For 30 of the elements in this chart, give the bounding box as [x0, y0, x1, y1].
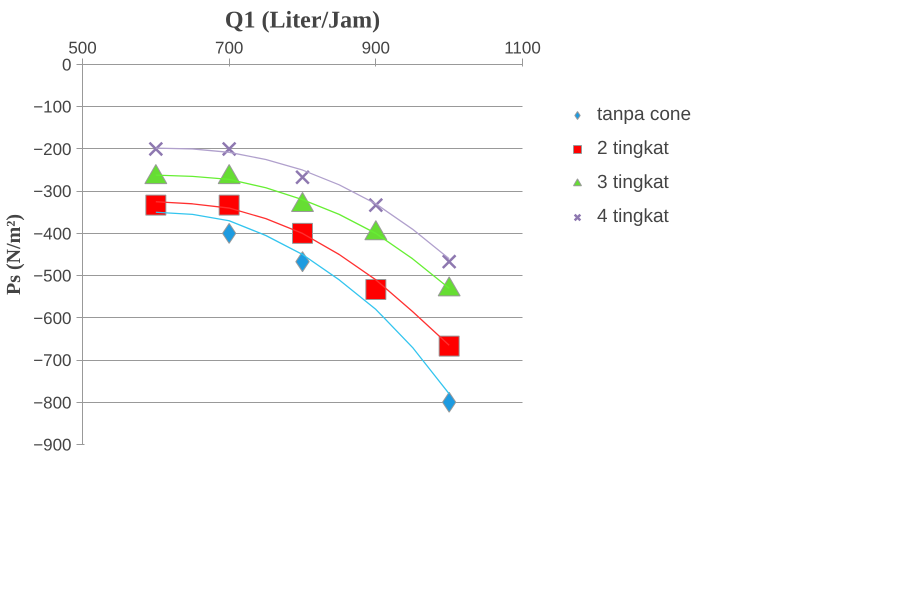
- point: [294, 170, 310, 185]
- x-tick-label: 1100: [504, 38, 541, 58]
- point: [365, 279, 386, 300]
- y-tick-label: −600: [33, 308, 72, 328]
- x-tick-label: 500: [68, 38, 97, 58]
- point: [442, 254, 457, 270]
- point: [292, 222, 313, 244]
- point: [148, 141, 164, 157]
- y-tick-label: −400: [33, 224, 72, 244]
- x-tick-label: 700: [214, 38, 244, 58]
- point: [222, 141, 237, 157]
- point: [438, 336, 460, 357]
- x-tick-label: 900: [362, 38, 390, 58]
- chart-title: Q1 (Liter/Jam): [224, 8, 380, 34]
- y-tick-label: −100: [33, 98, 72, 117]
- legend-label: 2 tingkat: [597, 138, 669, 160]
- y-tick-label: −800: [33, 393, 72, 412]
- y-axis-title: Ps (N/m²): [3, 214, 26, 295]
- legend-label: 4 tingkat: [597, 206, 669, 228]
- y-tick-label: 0: [62, 56, 72, 74]
- y-tick-label: −900: [33, 436, 72, 454]
- point: [218, 194, 240, 216]
- y-tick-label: −500: [33, 266, 72, 286]
- y-tick-label: −300: [33, 182, 72, 202]
- line-series: [155, 147, 450, 260]
- y-tick-label: −200: [33, 140, 72, 159]
- point: [145, 194, 166, 216]
- y-tick-label: −700: [33, 351, 72, 370]
- legend-label: tanpa cone: [597, 104, 692, 126]
- legend-label: 3 tingkat: [597, 172, 669, 194]
